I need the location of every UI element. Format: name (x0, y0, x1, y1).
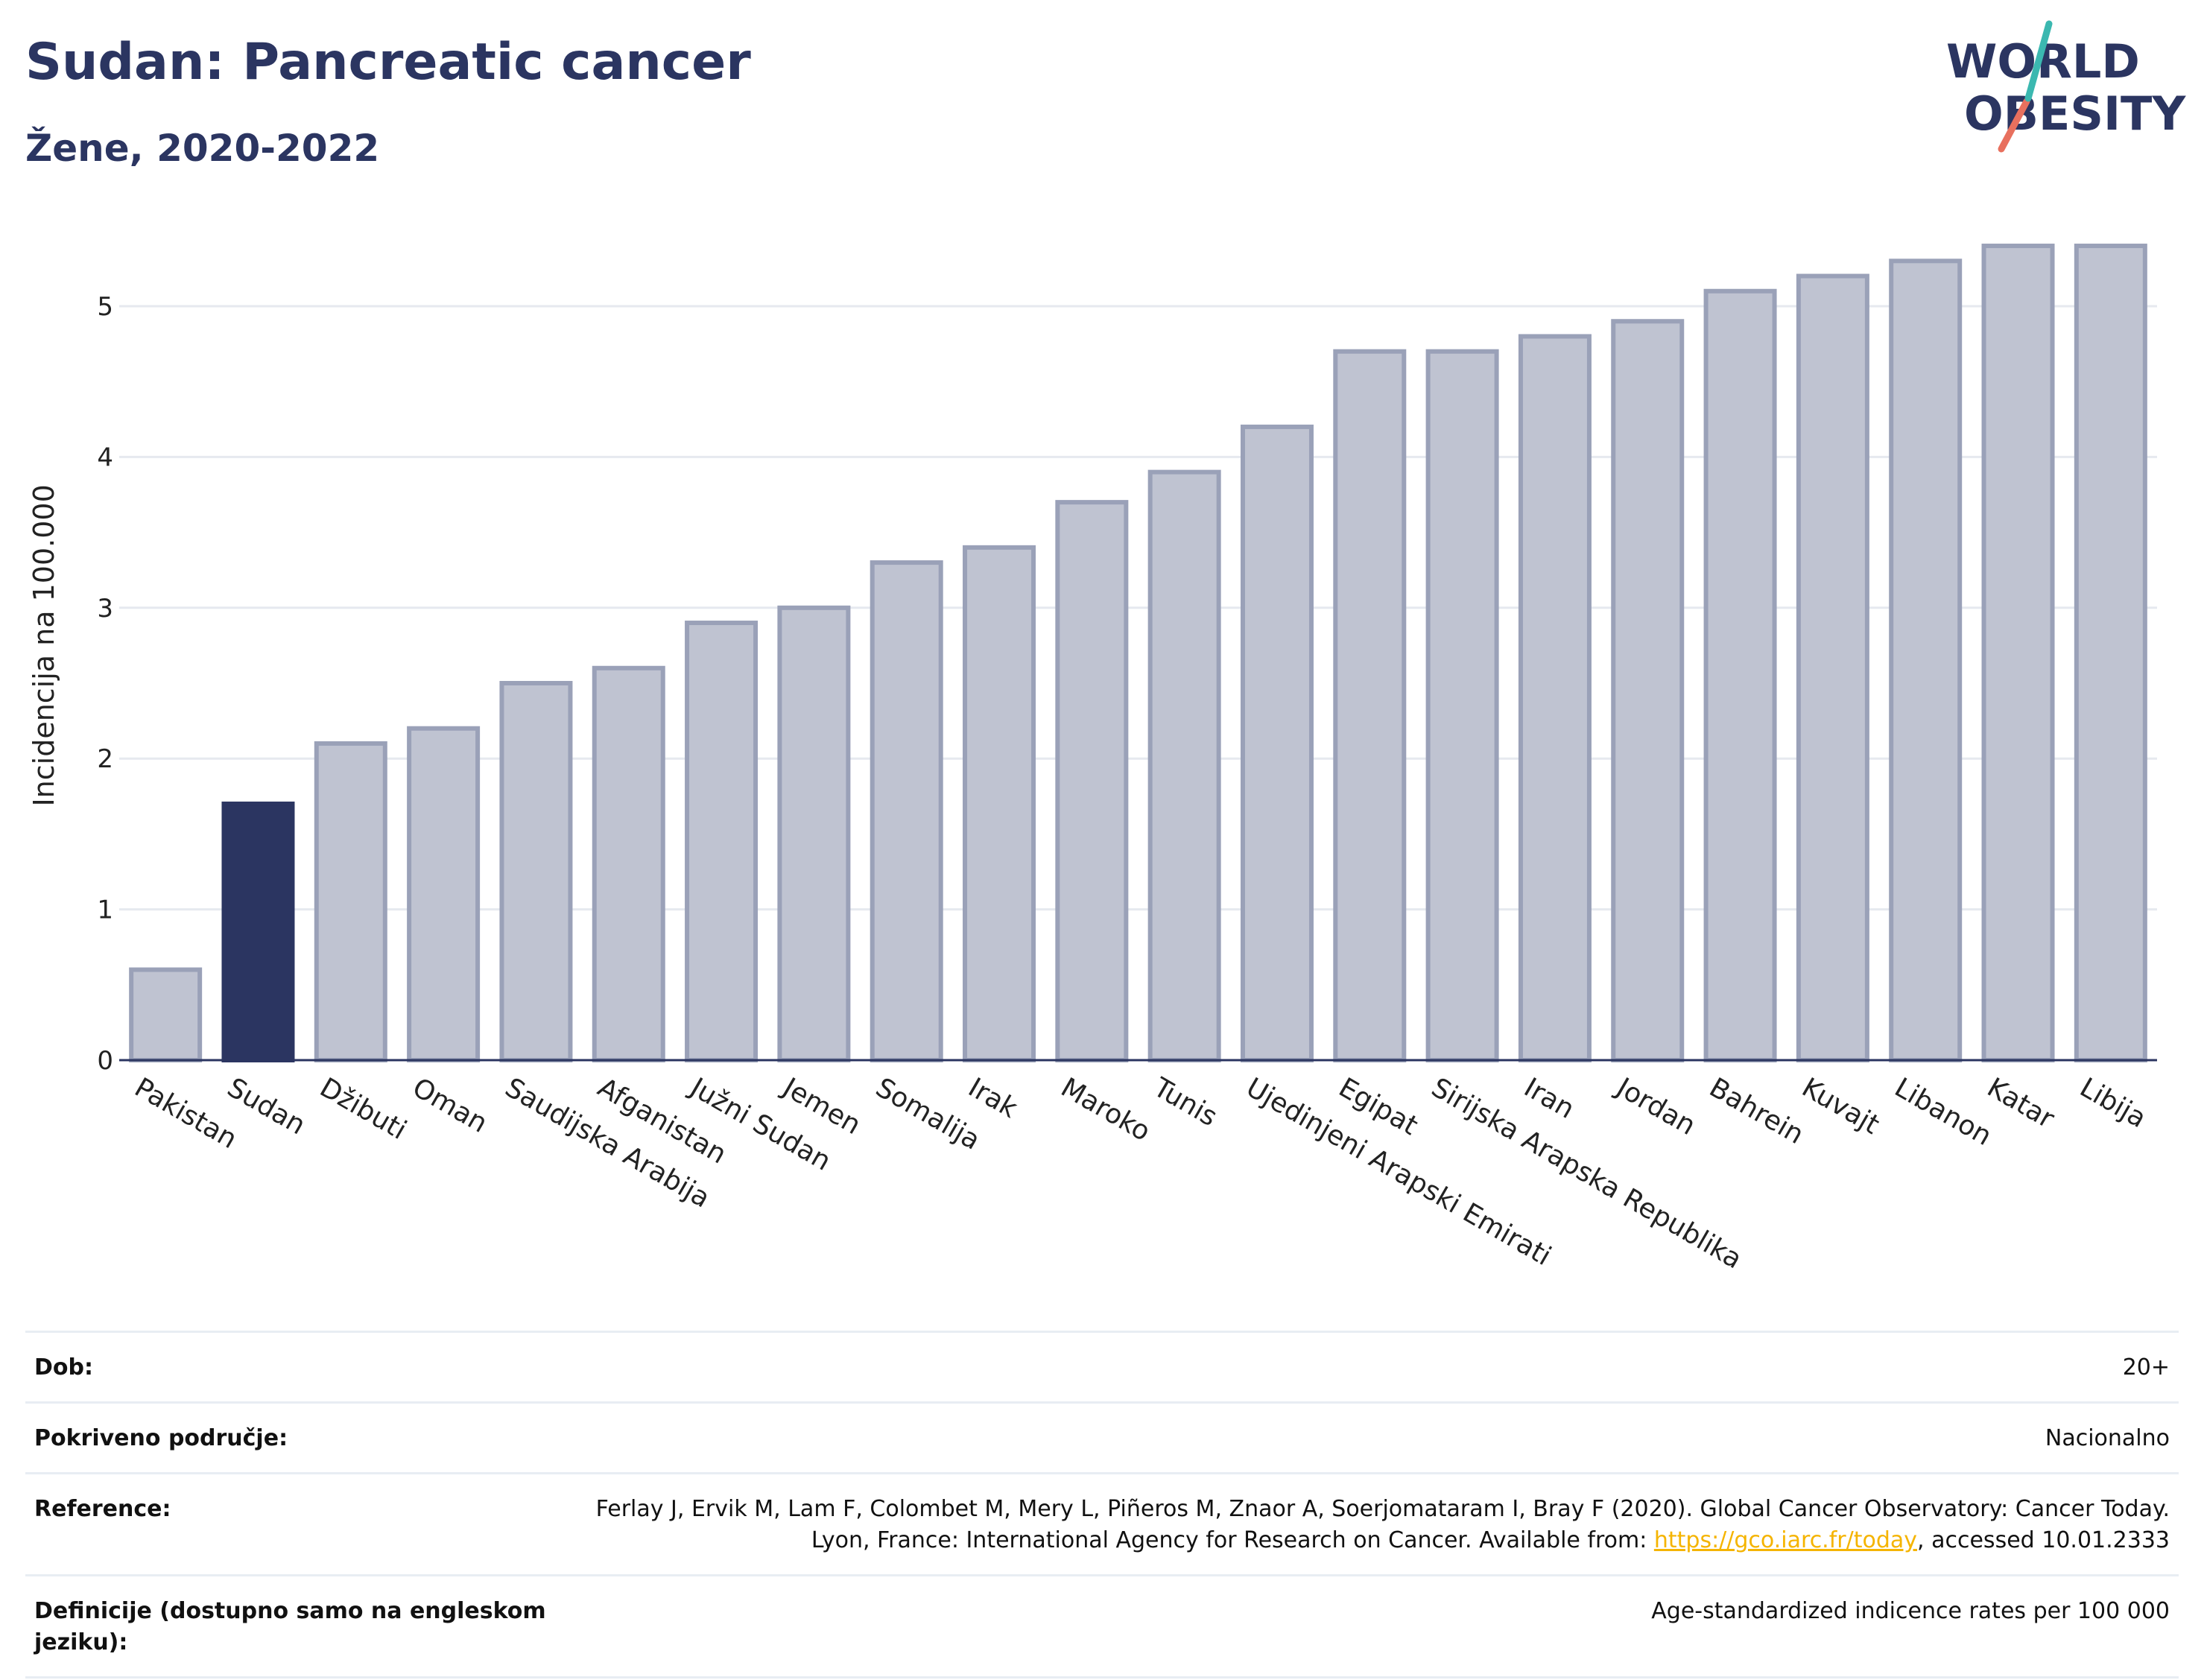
bar-tunis (1147, 469, 1221, 1062)
bar-saudijska-arabija (499, 681, 573, 1062)
x-tick-label: Maroko (1056, 1072, 1156, 1147)
bar-sirijska-arapska-republika (1425, 349, 1499, 1063)
info-key-definitions: Definicije (dostupno samo na engleskom j… (34, 1598, 546, 1655)
bar-iran (1518, 334, 1592, 1063)
bar-irak (963, 545, 1036, 1062)
bar-pakistan (129, 967, 203, 1063)
info-key-age: Dob: (34, 1354, 93, 1381)
chart-subtitle: Žene, 2020-2022 (25, 127, 380, 170)
info-value-age: 20+ (2122, 1354, 2170, 1381)
reference-link[interactable]: https://gco.iarc.fr/today (1653, 1527, 1918, 1553)
x-tick-label: Džibuti (314, 1072, 411, 1146)
bar-jordan (1611, 319, 1685, 1062)
bar-džibuti (314, 741, 387, 1063)
x-tick-label: Oman (408, 1072, 493, 1139)
x-tick-label: Libanon (1890, 1072, 1997, 1152)
info-row-age: Dob: 20+ (25, 1331, 2179, 1403)
logo-line2: OBESITY (1964, 86, 2186, 141)
x-tick-label: Jordan (1610, 1071, 1700, 1141)
info-key-reference: Reference: (34, 1496, 171, 1522)
info-row-reference: Reference: Ferlay J, Ervik M, Lam F, Col… (25, 1473, 2179, 1576)
bar-kuvajt (1796, 273, 1869, 1062)
info-row-coverage: Pokriveno područje: Nacionalno (25, 1402, 2179, 1474)
bar-bahrein (1703, 288, 1777, 1062)
info-row-definitions: Definicije (dostupno samo na engleskom j… (25, 1575, 2179, 1678)
y-tick-label: 2 (97, 744, 113, 774)
x-tick-label: Tunis (1147, 1072, 1222, 1132)
bar-sudan (221, 801, 295, 1063)
x-tick-label: Iran (1519, 1072, 1579, 1125)
info-value-definitions: Age-standardized indicence rates per 100… (1651, 1598, 2170, 1624)
x-tick-label: Somalija (870, 1072, 985, 1156)
y-axis-title: Incidencija na 100.000 (28, 484, 60, 806)
chart-title: Sudan: Pancreatic cancer (25, 33, 751, 92)
info-key-coverage: Pokriveno područje: (34, 1425, 288, 1451)
x-tick-label: Bahrein (1704, 1072, 1808, 1150)
y-tick-label: 4 (97, 443, 113, 472)
x-tick-label: Kuvajt (1796, 1072, 1884, 1141)
reference-accessed: , accessed 10.01.2333 (1917, 1527, 2170, 1553)
x-tick-label: Irak (963, 1072, 1023, 1124)
bar-jemen (777, 605, 851, 1062)
bar-maroko (1055, 500, 1129, 1062)
bar-oman (407, 726, 481, 1062)
y-tick-label: 3 (97, 594, 113, 624)
x-tick-label: Pakistan (130, 1072, 242, 1155)
info-value-coverage: Nacionalno (2045, 1425, 2170, 1451)
logo-slash-coral (1998, 98, 2030, 153)
logo-slash-teal (2024, 20, 2053, 102)
bar-somalija (870, 560, 943, 1062)
bar-ujedinjeni-arapski-emirati (1240, 424, 1314, 1062)
y-tick-label: 5 (97, 292, 113, 322)
y-tick-label: 1 (97, 896, 113, 925)
reference-text: Ferlay J, Ervik M, Lam F, Colombet M, Me… (595, 1496, 2170, 1553)
x-tick-label: Libija (2074, 1072, 2151, 1134)
y-tick-label: 0 (97, 1046, 113, 1076)
info-value-reference: Ferlay J, Ervik M, Lam F, Colombet M, Me… (565, 1474, 2179, 1576)
bar-južni-sudan (685, 621, 759, 1062)
world-obesity-logo: WORLD OBESITY (1946, 20, 2186, 153)
bar-egipat (1333, 349, 1407, 1063)
x-tick-label: Sirijska Arapska Republika (1426, 1072, 1747, 1275)
bar-libija (2074, 244, 2147, 1062)
bar-libanon (1889, 259, 1963, 1062)
bar-katar (1981, 244, 2055, 1062)
bar-afganistan (592, 665, 665, 1062)
info-table: Dob: 20+ Pokriveno područje: Nacionalno … (25, 1331, 2179, 1679)
